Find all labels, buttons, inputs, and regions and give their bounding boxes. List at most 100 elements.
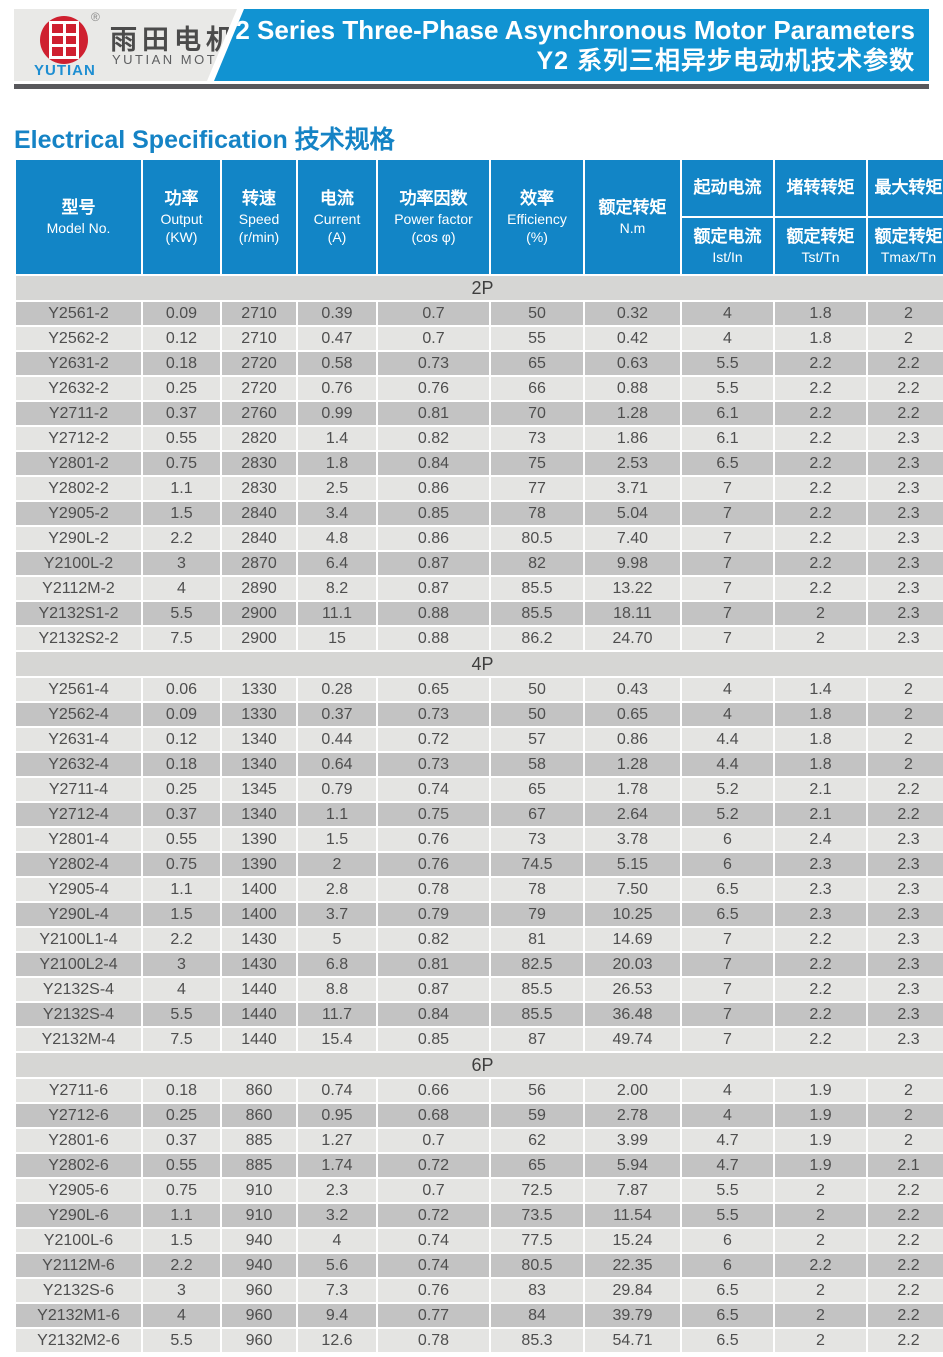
table-cell: 6.5 <box>682 903 773 926</box>
table-cell: 0.64 <box>298 753 376 776</box>
table-cell: 5.5 <box>682 1179 773 1202</box>
table-row: Y2132S-6 3 960 7.3 0.76 83 29.84 6.5 2 2.2 <box>16 1279 943 1302</box>
table-row: Y2561-2 0.09 2710 0.39 0.7 50 0.32 4 1.8 2 <box>16 302 943 325</box>
table-cell: 0.87 <box>378 577 489 600</box>
table-cell: 0.55 <box>143 427 220 450</box>
table-cell: 940 <box>222 1229 296 1252</box>
table-cell: Y2801-4 <box>16 828 141 851</box>
table-cell: 73 <box>491 427 583 450</box>
logo-panel: ® 雨田电机 YUTIAN MOTORS YUTIAN <box>14 9 237 81</box>
banner-title-panel: Y2 Series Three-Phase Asynchronous Motor… <box>214 9 929 81</box>
table-cell: 7 <box>682 527 773 550</box>
table-cell: 2840 <box>222 527 296 550</box>
table-cell: 3.4 <box>298 502 376 525</box>
table-cell: 72.5 <box>491 1179 583 1202</box>
header-row-bottom: 额定电流 Ist/In 额定转矩 Tst/Tn 额定转矩 Tmax/Tn <box>16 218 943 274</box>
table-cell: 11.7 <box>298 1003 376 1026</box>
table-cell: 5.5 <box>143 1329 220 1352</box>
table-cell: 56 <box>491 1079 583 1102</box>
table-cell: 4 <box>682 1104 773 1127</box>
column-header-line: (cos φ) <box>411 229 456 245</box>
table-cell: Y2711-2 <box>16 402 141 425</box>
section-band-label: 4P <box>16 652 943 676</box>
table-cell: 83 <box>491 1279 583 1302</box>
table-cell: 2.2 <box>143 1254 220 1277</box>
table-cell: 0.75 <box>143 1179 220 1202</box>
table-cell: 0.44 <box>298 728 376 751</box>
table-cell: 1400 <box>222 878 296 901</box>
table-cell: 2 <box>868 703 943 726</box>
column-header: 额定转矩 Tmax/Tn <box>868 218 943 274</box>
table-cell: 0.55 <box>143 1154 220 1177</box>
table-cell: 2.2 <box>868 1229 943 1252</box>
table-row: Y2112M-6 2.2 940 5.6 0.74 80.5 22.35 6 2.2 2.2 <box>16 1254 943 1277</box>
table-cell: 0.37 <box>298 703 376 726</box>
table-cell: 4 <box>143 1304 220 1327</box>
table-cell: 2720 <box>222 377 296 400</box>
table-cell: 2.3 <box>868 1003 943 1026</box>
table-cell: 7 <box>682 477 773 500</box>
table-cell: 2.2 <box>143 928 220 951</box>
section-band-row: 6P <box>16 1053 943 1077</box>
column-header-line: 转速 <box>242 189 276 208</box>
table-cell: 9.4 <box>298 1304 376 1327</box>
column-header-line: 电流 <box>320 189 354 208</box>
table-cell: Y2112M-6 <box>16 1254 141 1277</box>
table-cell: 7 <box>682 577 773 600</box>
table-cell: 7 <box>682 928 773 951</box>
table-cell: 1440 <box>222 1003 296 1026</box>
table-row: Y2802-6 0.55 885 1.74 0.72 65 5.94 4.7 1.9 2.1 <box>16 1154 943 1177</box>
table-cell: 2.3 <box>298 1179 376 1202</box>
table-cell: 11.1 <box>298 602 376 625</box>
table-cell: 6.1 <box>682 427 773 450</box>
column-header: 额定电流 Ist/In <box>682 218 773 274</box>
table-cell: 73 <box>491 828 583 851</box>
table-cell: 2.2 <box>868 778 943 801</box>
table-row: Y2802-4 0.75 1390 2 0.76 74.5 5.15 6 2.3 2.3 <box>16 853 943 876</box>
table-cell: 75 <box>491 452 583 475</box>
table-row: Y2801-6 0.37 885 1.27 0.7 62 3.99 4.7 1.9 2 <box>16 1129 943 1152</box>
table-cell: 59 <box>491 1104 583 1127</box>
table-cell: 2.2 <box>143 527 220 550</box>
column-header-line: Current <box>313 211 361 227</box>
table-cell: 3.7 <box>298 903 376 926</box>
table-cell: 2 <box>775 1304 866 1327</box>
table-cell: 2.3 <box>868 602 943 625</box>
table-cell: 0.7 <box>378 302 489 325</box>
column-header-line: 最大转矩 <box>874 178 943 197</box>
table-row: Y2632-2 0.25 2720 0.76 0.76 66 0.88 5.5 2.2 2.2 <box>16 377 943 400</box>
table-cell: 2.2 <box>775 402 866 425</box>
table-cell: 2820 <box>222 427 296 450</box>
table-cell: 0.73 <box>378 352 489 375</box>
table-row: Y2712-6 0.25 860 0.95 0.68 59 2.78 4 1.9 2 <box>16 1104 943 1127</box>
table-cell: 0.25 <box>143 377 220 400</box>
table-cell: 7.50 <box>585 878 680 901</box>
table-cell: Y2112M-2 <box>16 577 141 600</box>
column-header: 堵转转矩 <box>775 160 866 216</box>
table-cell: Y2132S2-2 <box>16 627 141 650</box>
table-cell: 2.2 <box>868 1254 943 1277</box>
table-cell: 2 <box>868 302 943 325</box>
column-header-line: 额定电流 <box>693 227 762 246</box>
table-cell: 2.3 <box>868 903 943 926</box>
table-cell: Y2132S-6 <box>16 1279 141 1302</box>
table-cell: 3.71 <box>585 477 680 500</box>
table-cell: 0.76 <box>298 377 376 400</box>
column-header-line: Output <box>160 211 203 227</box>
table-cell: 2.3 <box>868 427 943 450</box>
table-cell: 960 <box>222 1329 296 1352</box>
table-cell: Y290L-2 <box>16 527 141 550</box>
table-cell: 0.84 <box>378 452 489 475</box>
table-cell: 0.12 <box>143 327 220 350</box>
table-cell: 0.25 <box>143 778 220 801</box>
table-cell: 0.79 <box>298 778 376 801</box>
column-header-line: N.m <box>619 220 646 236</box>
table-cell: 0.76 <box>378 828 489 851</box>
table-cell: Y2801-6 <box>16 1129 141 1152</box>
table-cell: 1.5 <box>143 1229 220 1252</box>
table-cell: 7 <box>682 502 773 525</box>
table-cell: 4 <box>682 703 773 726</box>
table-cell: 2.3 <box>868 452 943 475</box>
column-header: 功率因数 Power factor (cos φ) <box>378 160 489 274</box>
table-cell: 0.09 <box>143 302 220 325</box>
